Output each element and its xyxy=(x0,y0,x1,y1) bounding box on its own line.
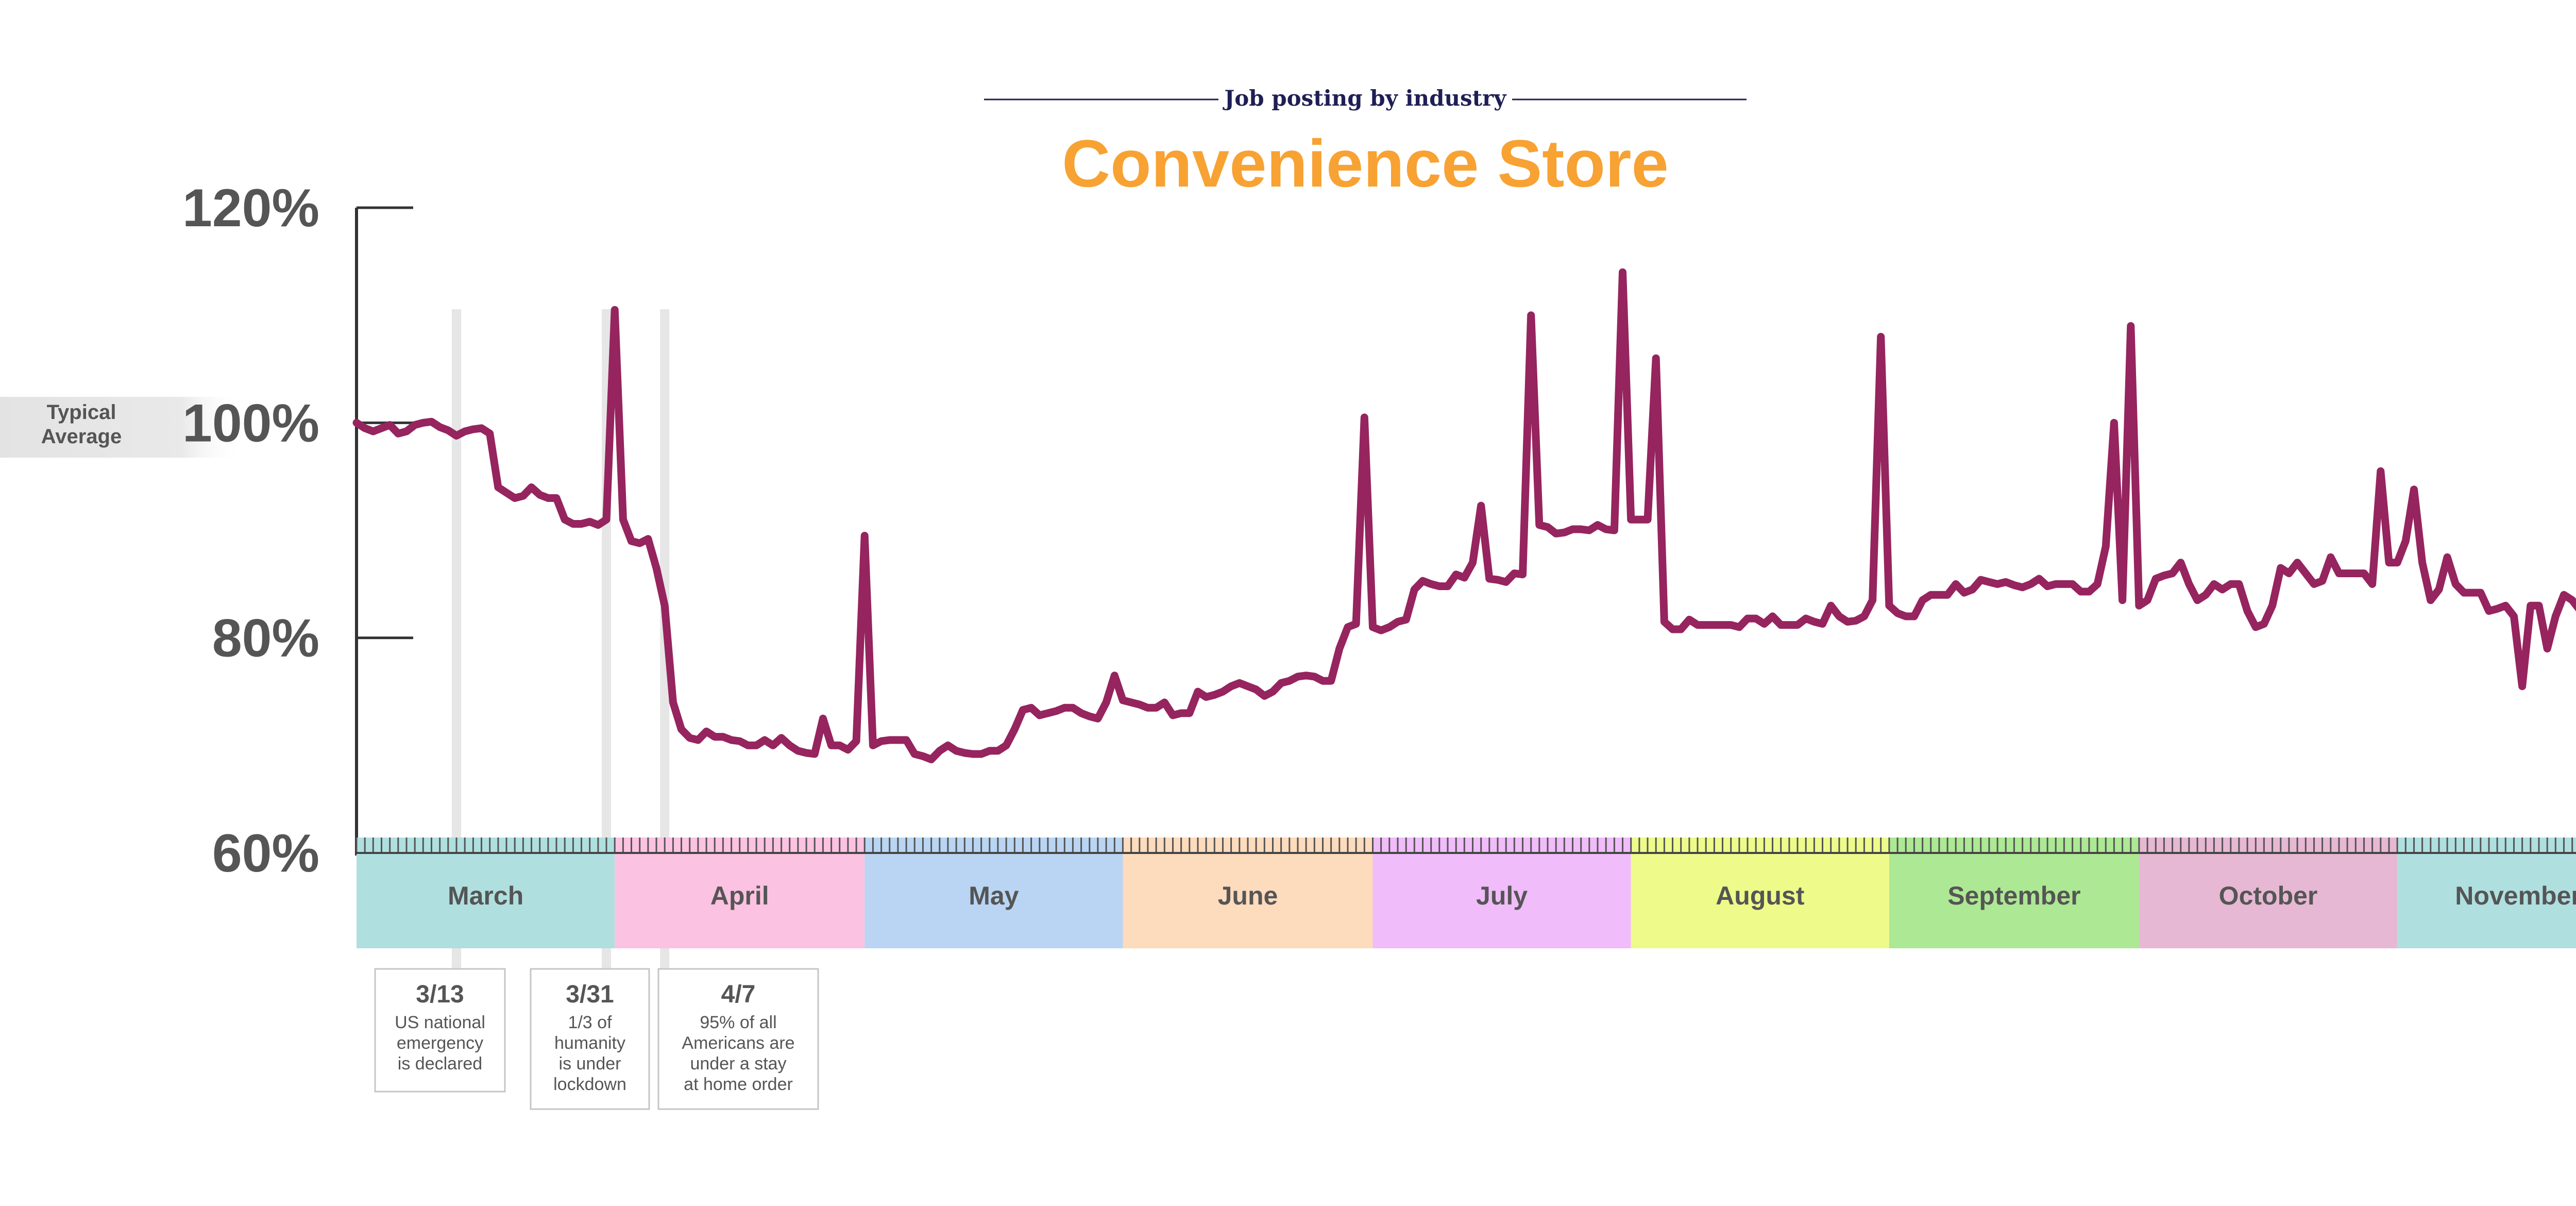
annotation-text-2-1: Americans are xyxy=(682,1033,794,1053)
month-band-july xyxy=(1372,837,1631,948)
day-tick-strip xyxy=(355,837,2573,852)
month-label-june: June xyxy=(1218,881,1278,910)
month-band-april xyxy=(615,837,865,948)
month-band-june xyxy=(1123,837,1373,948)
annotation-text-2-3: at home order xyxy=(684,1075,793,1094)
month-band-october xyxy=(2139,837,2398,948)
month-label-august: August xyxy=(1716,881,1805,910)
month-bands: March April May June July August September Octo… xyxy=(355,837,2576,948)
month-label-march: March xyxy=(448,881,523,910)
month-band-may xyxy=(865,837,1123,948)
month-band-march xyxy=(357,837,615,948)
series-line-0 xyxy=(352,268,2576,763)
month-label-april: April xyxy=(710,881,769,910)
annotation-date-1: 3/31 xyxy=(566,981,614,1008)
month-label-september: September xyxy=(1947,881,2080,910)
annotation-box-2 xyxy=(657,968,819,1110)
y-tick-label-80: 80% xyxy=(212,609,319,668)
annotation-text-1-2: is under xyxy=(559,1054,621,1074)
annotation-text-1-1: humanity xyxy=(554,1033,625,1053)
chart-header: Job posting by industry Convenience Stor… xyxy=(984,86,1747,201)
series-layer xyxy=(352,268,2576,763)
event-column-0 xyxy=(452,309,462,969)
chart-title: Convenience Store xyxy=(1062,126,1669,201)
typical-average-line1: Typical xyxy=(47,401,116,424)
annotation-text-2-0: 95% of all xyxy=(700,1013,776,1032)
typical-average-band xyxy=(0,397,242,458)
typical-average-line2: Average xyxy=(41,425,122,448)
month-band-november xyxy=(2397,837,2576,948)
annotation-date-2: 4/7 xyxy=(721,981,756,1008)
annotation-text-0-2: is declared xyxy=(398,1054,482,1074)
y-tick-label-120: 120% xyxy=(182,178,319,238)
annotation-text-0-0: US national xyxy=(395,1013,485,1032)
annotation-text-2-2: under a stay xyxy=(690,1054,786,1074)
month-label-november: November xyxy=(2455,881,2576,910)
y-tick-label-60: 60% xyxy=(212,824,319,883)
month-band-august xyxy=(1631,837,1889,948)
month-label-october: October xyxy=(2219,881,2318,910)
month-band-september xyxy=(1889,837,2139,948)
annotation-box-1 xyxy=(530,968,650,1110)
annotation-date-0: 3/13 xyxy=(416,981,464,1008)
annotation-text-1-0: 1/3 of xyxy=(568,1013,612,1032)
typical-average-badge: Typical Average xyxy=(0,397,242,458)
y-axis: 120% 100% 80% 60% xyxy=(182,178,413,883)
annotation-text-0-1: emergency xyxy=(397,1033,483,1053)
month-label-may: May xyxy=(969,881,1019,910)
annotation-box-0 xyxy=(374,968,506,1093)
chart-subtitle: Job posting by industry xyxy=(1222,86,1507,111)
annotation-text-1-3: lockdown xyxy=(553,1075,626,1094)
y-tick-label-100: 100% xyxy=(182,393,319,453)
month-label-july: July xyxy=(1476,881,1528,910)
